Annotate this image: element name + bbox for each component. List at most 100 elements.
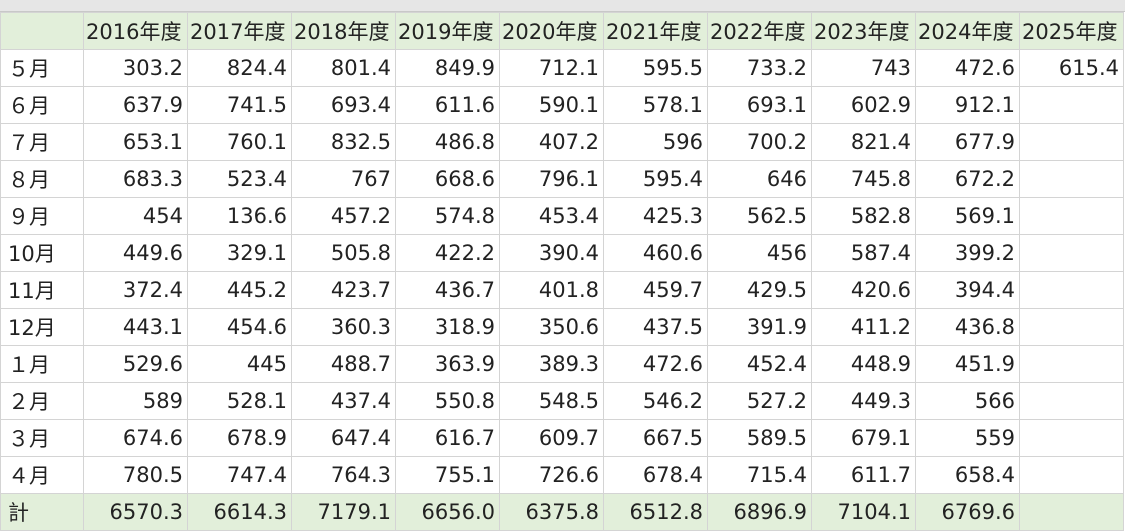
value-cell[interactable]: 912.1 (915, 86, 1020, 124)
value-cell[interactable]: 674.6 (83, 419, 188, 457)
month-label-cell[interactable]: ５月 (0, 49, 84, 87)
value-cell[interactable]: 590.1 (499, 86, 604, 124)
value-cell[interactable]: 459.7 (603, 271, 708, 309)
value-cell[interactable]: 456 (707, 234, 812, 272)
year-header-cell[interactable]: 2021年度 (603, 12, 708, 50)
value-cell[interactable]: 578.1 (603, 86, 708, 124)
value-cell[interactable]: 755.1 (395, 456, 500, 494)
value-cell[interactable]: 529.6 (83, 345, 188, 383)
value-cell[interactable]: 451.9 (915, 345, 1020, 383)
value-cell[interactable] (1019, 308, 1124, 346)
total-value-cell[interactable]: 6656.0 (395, 493, 500, 531)
value-cell[interactable]: 595.4 (603, 160, 708, 198)
value-cell[interactable]: 425.3 (603, 197, 708, 235)
value-cell[interactable]: 780.5 (83, 456, 188, 494)
value-cell[interactable]: 611.7 (811, 456, 916, 494)
value-cell[interactable]: 303.2 (83, 49, 188, 87)
value-cell[interactable]: 390.4 (499, 234, 604, 272)
value-cell[interactable]: 443.1 (83, 308, 188, 346)
value-cell[interactable]: 693.1 (707, 86, 812, 124)
value-cell[interactable] (1019, 345, 1124, 383)
value-cell[interactable]: 602.9 (811, 86, 916, 124)
value-cell[interactable] (1019, 382, 1124, 420)
value-cell[interactable]: 574.8 (395, 197, 500, 235)
value-cell[interactable]: 394.4 (915, 271, 1020, 309)
value-cell[interactable]: 399.2 (915, 234, 1020, 272)
total-label-cell[interactable]: 計 (0, 493, 84, 531)
value-cell[interactable]: 715.4 (707, 456, 812, 494)
value-cell[interactable]: 801.4 (291, 49, 396, 87)
value-cell[interactable]: 329.1 (187, 234, 292, 272)
value-cell[interactable]: 550.8 (395, 382, 500, 420)
value-cell[interactable]: 637.9 (83, 86, 188, 124)
year-header-cell[interactable]: 2016年度 (83, 12, 188, 50)
value-cell[interactable]: 824.4 (187, 49, 292, 87)
value-cell[interactable] (1019, 160, 1124, 198)
value-cell[interactable] (1019, 197, 1124, 235)
month-label-cell[interactable]: 12月 (0, 308, 84, 346)
year-header-cell[interactable]: 2024年度 (915, 12, 1020, 50)
month-label-cell[interactable]: ８月 (0, 160, 84, 198)
value-cell[interactable]: 454.6 (187, 308, 292, 346)
value-cell[interactable]: 422.2 (395, 234, 500, 272)
value-cell[interactable]: 596 (603, 123, 708, 161)
value-cell[interactable]: 615.4 (1019, 49, 1124, 87)
year-header-cell[interactable]: 2017年度 (187, 12, 292, 50)
value-cell[interactable]: 437.4 (291, 382, 396, 420)
year-header-cell[interactable]: 2018年度 (291, 12, 396, 50)
value-cell[interactable]: 679.1 (811, 419, 916, 457)
month-label-cell[interactable]: ４月 (0, 456, 84, 494)
value-cell[interactable]: 423.7 (291, 271, 396, 309)
value-cell[interactable]: 505.8 (291, 234, 396, 272)
value-cell[interactable]: 411.2 (811, 308, 916, 346)
value-cell[interactable]: 372.4 (83, 271, 188, 309)
total-value-cell[interactable]: 6375.8 (499, 493, 604, 531)
value-cell[interactable]: 460.6 (603, 234, 708, 272)
value-cell[interactable]: 420.6 (811, 271, 916, 309)
year-header-cell[interactable]: 2025年度 (1019, 12, 1124, 50)
value-cell[interactable]: 429.5 (707, 271, 812, 309)
value-cell[interactable]: 745.8 (811, 160, 916, 198)
value-cell[interactable]: 436.7 (395, 271, 500, 309)
value-cell[interactable]: 741.5 (187, 86, 292, 124)
value-cell[interactable]: 747.4 (187, 456, 292, 494)
year-header-cell[interactable]: 2023年度 (811, 12, 916, 50)
value-cell[interactable]: 726.6 (499, 456, 604, 494)
month-label-cell[interactable]: ２月 (0, 382, 84, 420)
month-label-cell[interactable]: ６月 (0, 86, 84, 124)
value-cell[interactable]: 448.9 (811, 345, 916, 383)
month-label-cell[interactable]: 10月 (0, 234, 84, 272)
value-cell[interactable]: 445.2 (187, 271, 292, 309)
value-cell[interactable]: 527.2 (707, 382, 812, 420)
value-cell[interactable]: 595.5 (603, 49, 708, 87)
value-cell[interactable]: 767 (291, 160, 396, 198)
value-cell[interactable]: 445 (187, 345, 292, 383)
value-cell[interactable]: 678.4 (603, 456, 708, 494)
value-cell[interactable]: 677.9 (915, 123, 1020, 161)
total-value-cell[interactable]: 6769.6 (915, 493, 1020, 531)
year-header-cell[interactable]: 2022年度 (707, 12, 812, 50)
value-cell[interactable]: 616.7 (395, 419, 500, 457)
value-cell[interactable]: 821.4 (811, 123, 916, 161)
corner-cell[interactable] (0, 12, 84, 50)
value-cell[interactable]: 646 (707, 160, 812, 198)
year-header-cell[interactable]: 2020年度 (499, 12, 604, 50)
value-cell[interactable]: 566 (915, 382, 1020, 420)
value-cell[interactable]: 389.3 (499, 345, 604, 383)
value-cell[interactable]: 693.4 (291, 86, 396, 124)
column-header-bar[interactable] (0, 0, 1125, 12)
total-value-cell[interactable]: 6614.3 (187, 493, 292, 531)
value-cell[interactable]: 318.9 (395, 308, 500, 346)
value-cell[interactable]: 562.5 (707, 197, 812, 235)
value-cell[interactable]: 452.4 (707, 345, 812, 383)
value-cell[interactable]: 528.1 (187, 382, 292, 420)
total-value-cell[interactable]: 6570.3 (83, 493, 188, 531)
value-cell[interactable] (1019, 234, 1124, 272)
total-value-cell[interactable] (1019, 493, 1124, 531)
value-cell[interactable] (1019, 86, 1124, 124)
total-value-cell[interactable]: 7104.1 (811, 493, 916, 531)
value-cell[interactable]: 832.5 (291, 123, 396, 161)
value-cell[interactable]: 407.2 (499, 123, 604, 161)
total-value-cell[interactable]: 6896.9 (707, 493, 812, 531)
value-cell[interactable]: 647.4 (291, 419, 396, 457)
